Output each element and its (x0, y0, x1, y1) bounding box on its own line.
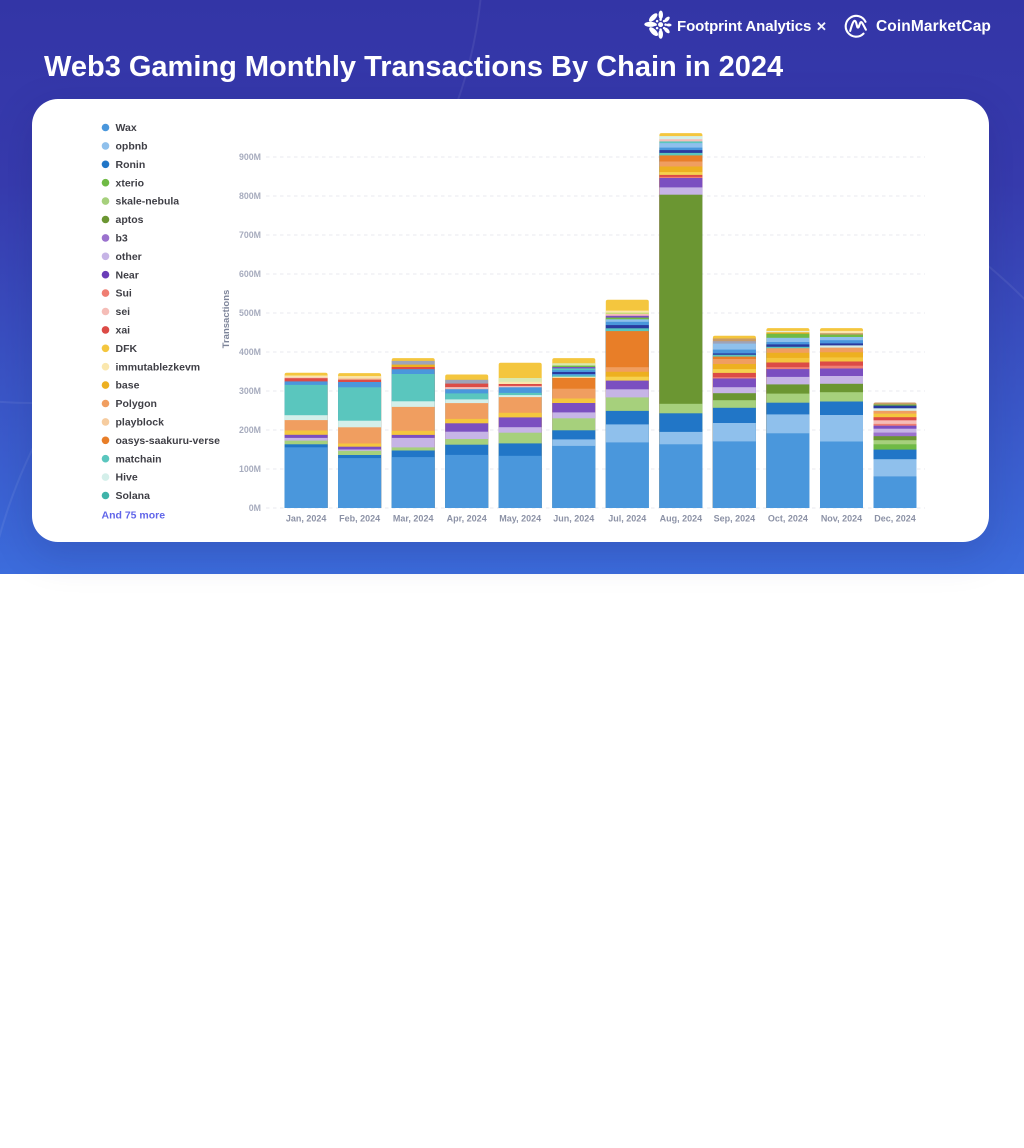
svg-text:Feb, 2024: Feb, 2024 (339, 514, 380, 524)
svg-text:Jun, 2024: Jun, 2024 (553, 514, 594, 524)
svg-text:Polygon: Polygon (116, 398, 157, 410)
svg-text:Mar, 2024: Mar, 2024 (393, 514, 434, 524)
svg-text:Ronin: Ronin (116, 159, 146, 171)
svg-text:Solana: Solana (116, 490, 151, 502)
svg-text:200M: 200M (239, 425, 261, 435)
svg-text:Hive: Hive (116, 472, 138, 484)
svg-text:Transactions: Transactions (221, 290, 232, 349)
svg-text:other: other (116, 251, 142, 263)
svg-text:immutablezkevm: immutablezkevm (116, 361, 201, 373)
svg-text:And 75 more: And 75 more (102, 509, 166, 521)
svg-text:900M: 900M (239, 152, 261, 162)
svg-text:Aug, 2024: Aug, 2024 (660, 514, 703, 524)
svg-text:0M: 0M (249, 503, 261, 513)
svg-text:base: base (116, 380, 140, 392)
svg-text:skale-nebula: skale-nebula (116, 196, 180, 208)
svg-text:opbnb: opbnb (116, 141, 148, 153)
svg-text:Near: Near (116, 269, 139, 281)
svg-text:Oct, 2024: Oct, 2024 (768, 514, 808, 524)
svg-text:playblock: playblock (116, 417, 165, 429)
svg-text:Wax: Wax (116, 122, 137, 134)
svg-text:oasys-saakuru-verse: oasys-saakuru-verse (116, 435, 221, 447)
svg-text:500M: 500M (239, 308, 261, 318)
svg-text:b3: b3 (116, 233, 128, 245)
svg-text:100M: 100M (239, 464, 261, 474)
svg-text:Jul, 2024: Jul, 2024 (608, 514, 646, 524)
svg-text:matchain: matchain (116, 453, 162, 465)
svg-text:May, 2024: May, 2024 (499, 514, 541, 524)
svg-text:700M: 700M (239, 230, 261, 240)
svg-text:xterio: xterio (116, 177, 145, 189)
svg-text:xai: xai (116, 325, 131, 337)
svg-text:Jan, 2024: Jan, 2024 (286, 514, 327, 524)
svg-text:Dec, 2024: Dec, 2024 (874, 514, 916, 524)
svg-text:aptos: aptos (116, 214, 144, 226)
svg-text:300M: 300M (239, 386, 261, 396)
svg-text:800M: 800M (239, 191, 261, 201)
svg-text:DFK: DFK (116, 343, 138, 355)
svg-text:Sui: Sui (116, 288, 132, 300)
svg-text:Sep, 2024: Sep, 2024 (714, 514, 756, 524)
svg-text:400M: 400M (239, 347, 261, 357)
svg-text:Apr, 2024: Apr, 2024 (447, 514, 487, 524)
svg-text:600M: 600M (239, 269, 261, 279)
svg-text:sei: sei (116, 306, 131, 318)
svg-text:Nov, 2024: Nov, 2024 (821, 514, 862, 524)
